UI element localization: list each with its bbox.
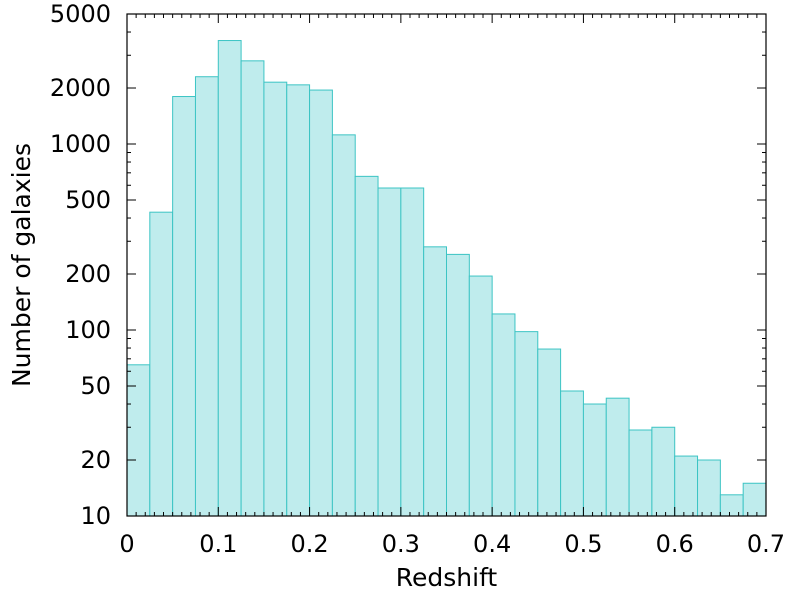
y-tick-label-4: 200: [65, 260, 111, 288]
bar-9: [331, 134, 356, 517]
y-tick-label-6: 1000: [50, 130, 111, 158]
y-tick-labels: 10 20 50 100 200 500 1000 2000 5000: [50, 0, 111, 530]
bar-17: [514, 331, 539, 517]
x-tick-label-3: 0.3: [382, 530, 420, 558]
bar-19: [560, 390, 584, 517]
bar-23: [651, 426, 676, 517]
y-tick-label-0: 10: [80, 502, 111, 530]
y-tick-label-8: 5000: [50, 0, 111, 28]
bar-series: [126, 40, 767, 517]
x-tick-label-7: 0.7: [747, 530, 785, 558]
bar-5: [240, 60, 265, 517]
bar-11: [377, 187, 402, 517]
bar-27: [742, 482, 767, 517]
bar-13: [423, 246, 447, 517]
x-tick-label-0: 0: [119, 530, 134, 558]
bar-3: [194, 76, 219, 517]
bar-16: [491, 313, 516, 517]
y-tick-label-3: 100: [65, 316, 111, 344]
bar-4: [217, 40, 242, 517]
bar-2: [172, 96, 196, 517]
y-tick-label-5: 500: [65, 186, 111, 214]
x-tick-labels: 0 0.1 0.2 0.3 0.4 0.5 0.6 0.7: [119, 530, 785, 558]
bar-1: [149, 211, 174, 517]
y-tick-label-7: 2000: [50, 74, 111, 102]
bar-26: [719, 494, 744, 517]
bar-22: [628, 429, 653, 517]
x-tick-label-2: 0.2: [290, 530, 328, 558]
x-tick-label-4: 0.4: [473, 530, 511, 558]
bar-7: [286, 84, 311, 517]
y-axis-title: Number of galaxies: [7, 143, 36, 387]
bar-24: [674, 455, 699, 517]
x-axis-title: Redshift: [396, 563, 498, 592]
bar-12: [400, 187, 425, 517]
bar-15: [468, 275, 493, 517]
bar-8: [309, 89, 333, 517]
bar-21: [605, 397, 630, 517]
bar-0: [126, 364, 151, 517]
minor-ticks: [127, 14, 766, 516]
y-tick-label-1: 20: [80, 446, 111, 474]
x-tick-label-5: 0.5: [564, 530, 602, 558]
bar-6: [263, 81, 288, 517]
bar-25: [697, 459, 721, 517]
bar-10: [354, 175, 379, 517]
y-tick-label-2: 50: [80, 372, 111, 400]
x-tick-label-6: 0.6: [656, 530, 694, 558]
bar-20: [582, 403, 607, 517]
bar-18: [537, 348, 562, 517]
plot-frame: [126, 13, 767, 517]
bar-14: [446, 253, 470, 517]
x-tick-label-1: 0.1: [199, 530, 237, 558]
